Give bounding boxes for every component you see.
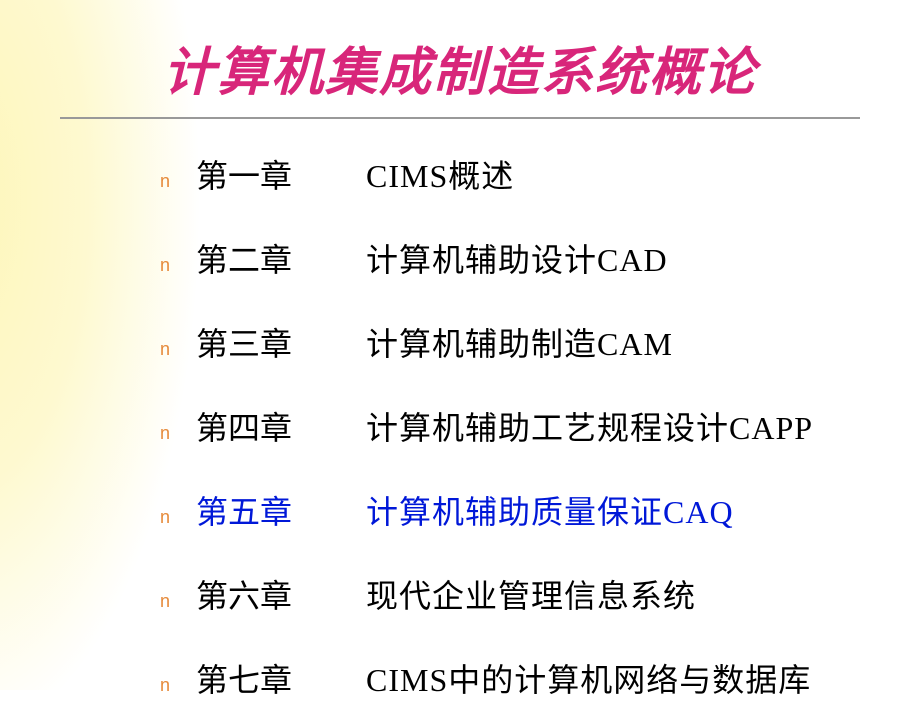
- chapter-row: n 第五章计算机辅助质量保证CAQ: [160, 487, 920, 533]
- chapter-row: n 第一章CIMS概述: [160, 151, 920, 197]
- slide-container: 计算机集成制造系统概论 n 第一章CIMS概述 n 第二章计算机辅助设计CAD n 第三章…: [0, 0, 920, 690]
- chapter-label: 第四章: [196, 403, 366, 449]
- chapter-row: n 第二章计算机辅助设计CAD: [160, 235, 920, 281]
- chapter-content: 计算机辅助制造CAM: [366, 319, 673, 365]
- title-underline: [60, 117, 860, 119]
- chapter-content: 计算机辅助设计CAD: [366, 235, 668, 281]
- bullet-icon: n: [160, 171, 174, 192]
- bullet-icon: n: [160, 675, 174, 696]
- chapter-content: 现代企业管理信息系统: [366, 571, 696, 617]
- chapter-label: 第二章: [196, 235, 366, 281]
- chapter-content: 计算机辅助质量保证CAQ: [366, 487, 734, 533]
- chapter-row: n 第四章计算机辅助工艺规程设计CAPP: [160, 403, 920, 449]
- bullet-icon: n: [160, 339, 174, 360]
- chapter-row: n 第三章计算机辅助制造CAM: [160, 319, 920, 365]
- chapter-row: n 第六章现代企业管理信息系统: [160, 571, 920, 617]
- chapter-label: 第七章: [196, 655, 366, 701]
- chapter-content: CIMS中的计算机网络与数据库: [366, 655, 811, 701]
- chapter-row: n 第七章CIMS中的计算机网络与数据库: [160, 655, 920, 701]
- bullet-icon: n: [160, 255, 174, 276]
- chapter-label: 第五章: [196, 487, 366, 533]
- bullet-icon: n: [160, 591, 174, 612]
- chapter-label: 第一章: [196, 151, 366, 197]
- chapter-label: 第三章: [196, 319, 366, 365]
- chapter-content: 计算机辅助工艺规程设计CAPP: [366, 403, 813, 449]
- slide-title: 计算机集成制造系统概论: [0, 30, 920, 105]
- chapter-label: 第六章: [196, 571, 366, 617]
- chapter-list: n 第一章CIMS概述 n 第二章计算机辅助设计CAD n 第三章计算机辅助制造CAM n 第…: [0, 151, 920, 701]
- bullet-icon: n: [160, 507, 174, 528]
- chapter-content: CIMS概述: [366, 151, 514, 197]
- bullet-icon: n: [160, 423, 174, 444]
